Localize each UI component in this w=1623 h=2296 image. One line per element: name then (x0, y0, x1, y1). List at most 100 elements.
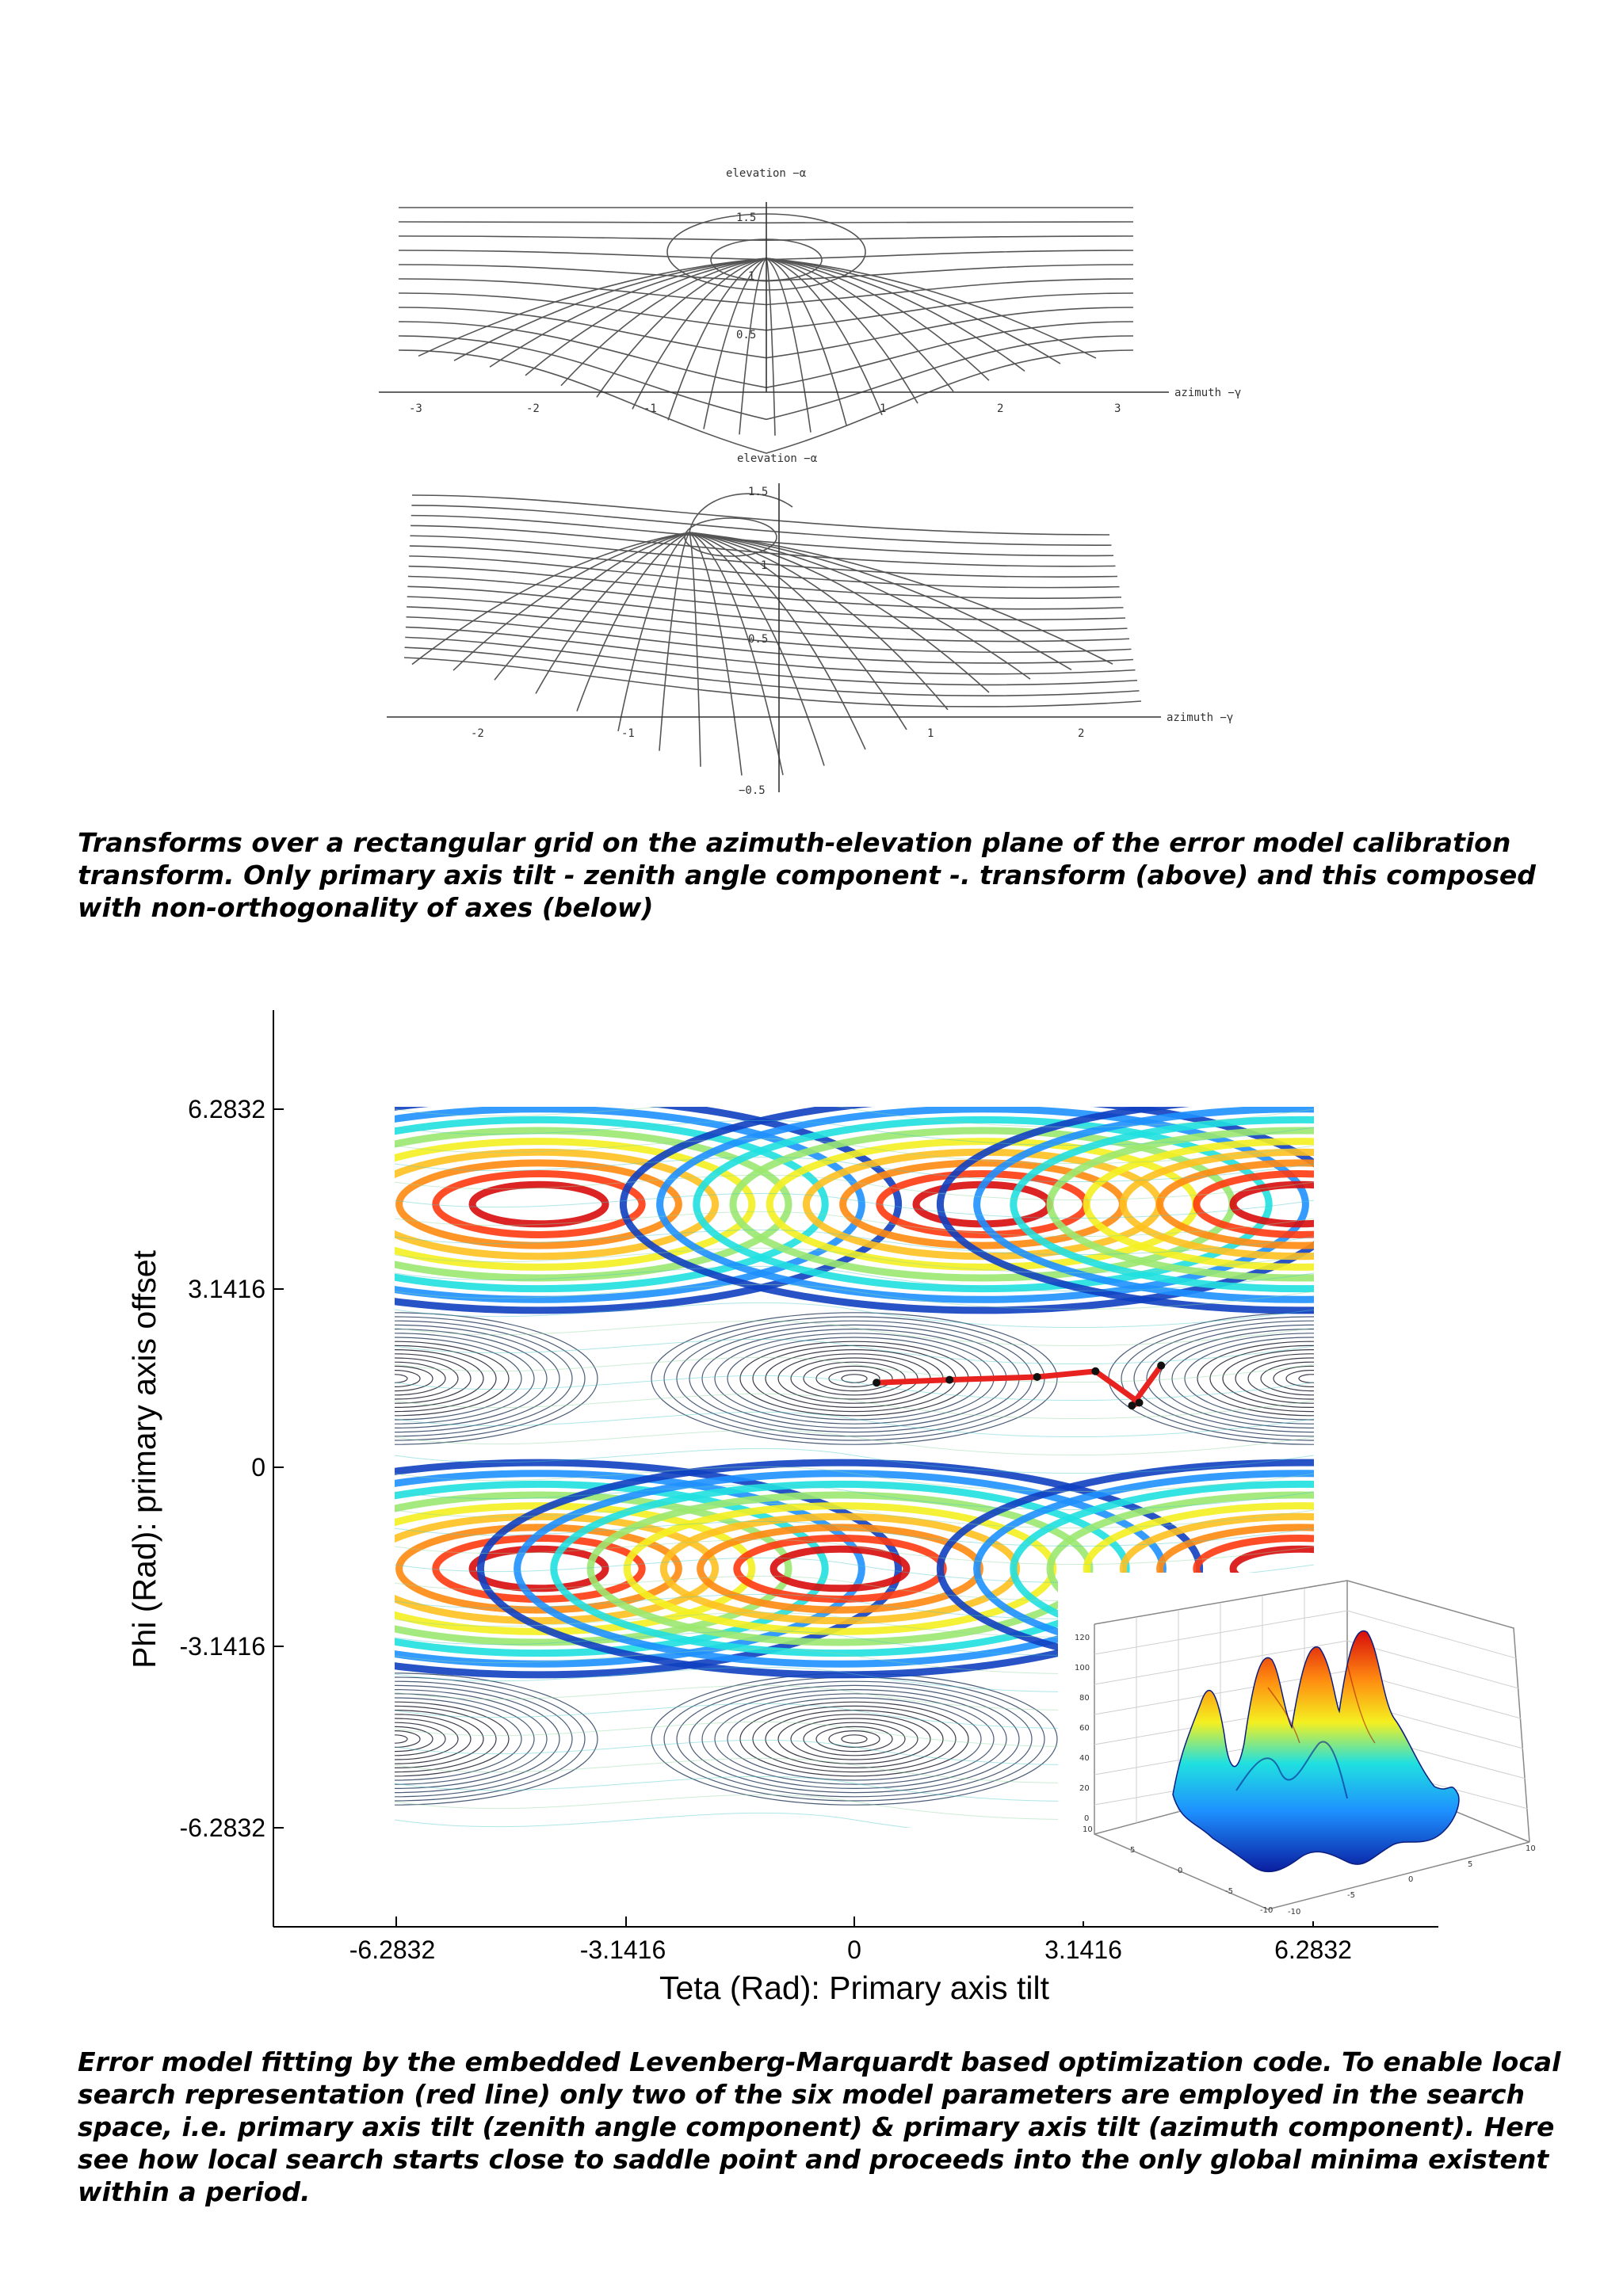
grid-line (766, 257, 812, 433)
contour-x-axis-label: Teta (Rad): Primary axis tilt (659, 1970, 1050, 2006)
contour-y-tick: 3.1416 (188, 1275, 265, 1303)
search-path-point (1157, 1361, 1166, 1370)
grid-line (689, 532, 1031, 680)
inset-y-tick: 10 (1526, 1844, 1536, 1853)
grid-line (689, 532, 866, 750)
grid-line (404, 646, 1140, 697)
grid-line (766, 257, 918, 404)
grid-line (596, 257, 767, 398)
inset-x-tick: -10 (1260, 1906, 1273, 1915)
lower-y-tick: −0.5 (739, 784, 766, 797)
contour-y-tick: 0 (251, 1453, 265, 1482)
grid-line (766, 257, 883, 416)
lower-y-tick: 1.5 (748, 486, 768, 498)
search-path-point (1033, 1373, 1041, 1382)
lower-grid-horizontal (403, 494, 1142, 707)
upper-x-tick: -3 (409, 402, 422, 415)
grid-line (766, 257, 776, 436)
lower-x-tick: 1 (927, 727, 934, 740)
lower-y-tick: 1 (761, 559, 767, 572)
contour-y-tick: 6.2832 (188, 1095, 265, 1123)
lower-transform-plot (387, 483, 1161, 792)
grid-line (766, 257, 1025, 372)
upper-y-tick: 0.5 (736, 329, 756, 341)
search-path-point (1135, 1398, 1144, 1407)
grid-line (489, 257, 767, 368)
figure-caption-transforms: Transforms over a rectangular grid on th… (78, 827, 1536, 923)
grid-line (617, 532, 690, 732)
upper-y-axis-label: elevation −α (726, 167, 807, 180)
lower-x-tick: 2 (1078, 727, 1084, 740)
upper-y-tick: 1 (748, 270, 754, 283)
search-path-point (1128, 1402, 1136, 1410)
inset-z-tick: 60 (1079, 1724, 1090, 1733)
grid-line (560, 257, 767, 387)
upper-x-axis-label: azimuth −γ (1174, 387, 1241, 399)
grid-line (667, 257, 767, 421)
grid-line (398, 349, 1134, 454)
grid-line (411, 505, 1112, 546)
grid-line (418, 257, 767, 357)
grid-line (689, 532, 784, 776)
lower-y-axis-label: elevation −α (737, 452, 818, 465)
grid-line (739, 257, 767, 435)
contour-y-tick: -3.1416 (179, 1632, 265, 1661)
inset-y-tick: -5 (1347, 1891, 1355, 1900)
grid-line (766, 257, 847, 425)
inset-z-tick: 120 (1075, 1634, 1090, 1642)
search-path-point (1091, 1367, 1100, 1375)
grid-line (407, 575, 1126, 621)
lower-grid-vertical (411, 493, 1113, 776)
upper-transform-plot (379, 202, 1169, 454)
contour-y-axis-label: Phi (Rad): primary axis offset (126, 1249, 162, 1668)
grid-line (405, 626, 1136, 675)
grid-line (411, 514, 1114, 557)
grid-line (689, 532, 1072, 671)
grid-line (766, 257, 954, 392)
grid-line (689, 532, 1113, 665)
inset-y-tick: -10 (1288, 1908, 1300, 1917)
contour-y-tick: -6.2832 (179, 1814, 265, 1842)
upper-y-tick: 1.5 (736, 212, 756, 224)
grid-line (576, 532, 690, 711)
contour-x-tick: 0 (847, 1936, 861, 1964)
grid-line (632, 257, 767, 410)
grid-line (410, 535, 1118, 578)
grid-line (409, 545, 1120, 589)
lower-x-axis-label: azimuth −γ (1167, 711, 1233, 724)
grid-line (408, 565, 1124, 610)
grid-line (405, 636, 1138, 686)
upper-x-tick: -2 (526, 402, 540, 415)
grid-line (689, 532, 701, 767)
inset-y-tick: 5 (1468, 1860, 1472, 1869)
inset-z-tick: 0 (1084, 1814, 1089, 1823)
grid-line (409, 555, 1122, 599)
grid-line (407, 585, 1128, 631)
grid-line (689, 532, 990, 693)
grid-line (411, 524, 1116, 567)
grid-line (398, 335, 1134, 421)
inset-x-tick: 5 (1130, 1846, 1135, 1855)
search-path-point (873, 1379, 881, 1387)
grid-line (453, 532, 690, 671)
grid-line (411, 494, 1110, 536)
lower-y-tick: 0.5 (748, 633, 768, 646)
grid-line (494, 532, 690, 681)
grid-line (406, 616, 1134, 664)
lower-x-tick: -2 (471, 727, 484, 740)
contour-x-tick: 3.1416 (1044, 1936, 1122, 1964)
search-path (873, 1361, 1166, 1410)
contour-x-tick: -6.2832 (349, 1936, 436, 1964)
grid-line (403, 657, 1142, 707)
inset-x-tick: 10 (1083, 1825, 1093, 1834)
grid-line (689, 532, 907, 730)
grid-line (689, 493, 793, 533)
inset-z-tick: 20 (1079, 1784, 1090, 1793)
grid-line (689, 532, 825, 766)
upper-grid-vertical (418, 213, 1097, 436)
inset-z-tick: 40 (1079, 1754, 1090, 1763)
contour-x-tick: -3.1416 (580, 1936, 666, 1964)
inset-x-tick: -5 (1225, 1887, 1233, 1896)
grid-line (407, 596, 1130, 643)
grid-line (525, 257, 767, 376)
